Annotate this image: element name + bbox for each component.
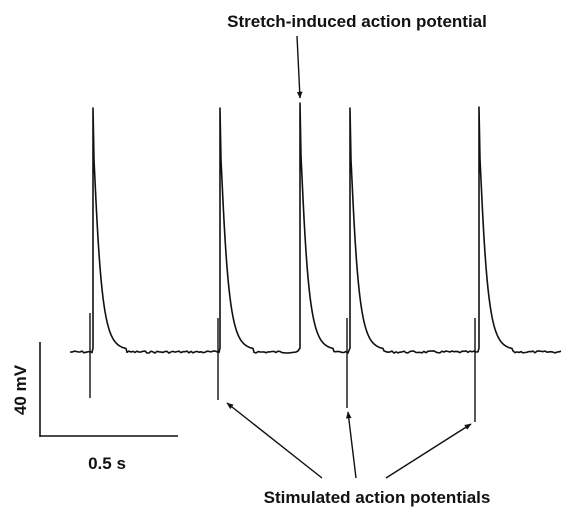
stimulated-arrow <box>226 402 323 479</box>
voltage-scale-label: 40 mV <box>11 364 30 415</box>
stretch-label: Stretch-induced action potential <box>227 12 487 31</box>
stretch-arrow <box>296 35 303 99</box>
voltage-trace <box>69 102 562 354</box>
stimulated-arrow <box>385 423 472 479</box>
time-scale-label: 0.5 s <box>88 454 126 473</box>
stimulated-arrow <box>345 411 357 479</box>
stimulus-artifacts <box>89 313 476 422</box>
stimulated-label: Stimulated action potentials <box>264 488 491 507</box>
